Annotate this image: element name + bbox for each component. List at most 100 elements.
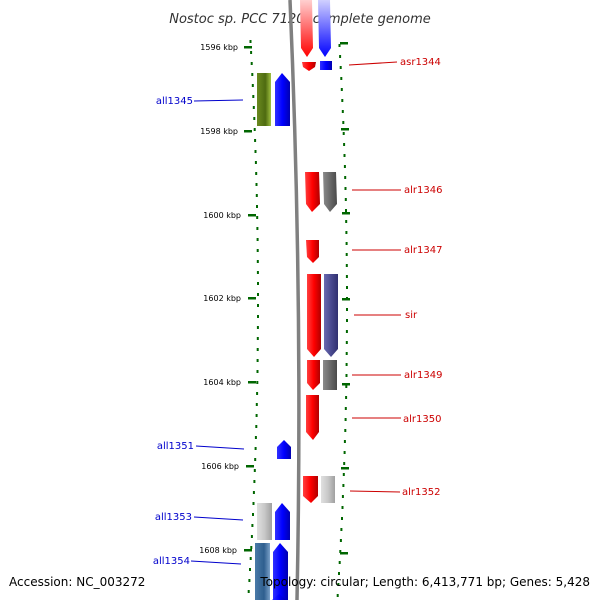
gene-homolog-block[interactable] — [257, 73, 271, 126]
scale-dot — [256, 381, 259, 384]
scale-dot — [339, 550, 342, 553]
scale-tick-mark — [341, 467, 349, 470]
scale-dot — [253, 469, 256, 472]
gene-arrow-alr1349[interactable] — [307, 360, 320, 390]
gene-arrow-all1353[interactable] — [275, 503, 290, 540]
scale-dot — [337, 583, 340, 586]
gene-label-all1351[interactable]: all1351 — [157, 441, 194, 452]
scale-dot — [256, 238, 259, 241]
genome-backbone — [288, 0, 301, 600]
gene-arrow-all1345[interactable] — [275, 73, 290, 126]
scale-dot — [252, 106, 255, 109]
scale-dot — [345, 385, 348, 388]
scale-dot — [247, 590, 250, 593]
scale-dot — [339, 539, 342, 542]
scale-dot — [345, 264, 348, 267]
scale-dot — [256, 227, 259, 230]
left-gene-labels: all1345 all1351 all1353 all1354 — [153, 96, 245, 567]
scale-dot — [256, 348, 259, 351]
scale-dot — [345, 220, 348, 223]
scale-dot — [344, 198, 347, 201]
scale-dot — [250, 51, 253, 54]
gene-arrow-sir[interactable] — [307, 274, 321, 357]
gene-homolog-block[interactable] — [255, 543, 270, 600]
gene-arrow-all1351[interactable] — [277, 440, 291, 459]
scale-dot — [343, 462, 346, 465]
left-scale-track — [247, 40, 259, 593]
genome-summary-text: Topology: circular; Length: 6,413,771 bp… — [259, 575, 590, 589]
gene-arrow[interactable] — [300, 0, 313, 57]
scale-dot — [254, 447, 257, 450]
gene-arrow-alr1347[interactable] — [306, 240, 319, 263]
scale-dot — [256, 370, 259, 373]
scale-dot — [249, 568, 251, 571]
scale-tick-mark — [244, 549, 252, 552]
gene-arrow-alr1346[interactable] — [305, 172, 320, 212]
scale-tick-mark — [342, 383, 350, 386]
scale-dot — [252, 513, 254, 516]
scale-dot — [249, 557, 252, 560]
gene-homolog-arrow[interactable] — [323, 172, 337, 212]
scale-dot — [254, 150, 257, 153]
scale-dot — [344, 176, 347, 179]
gene-homolog-arrow[interactable] — [324, 274, 338, 357]
gene-homolog-block[interactable] — [257, 503, 272, 540]
scale-tick-label: 1602 kbp — [203, 294, 241, 303]
scale-tick-mark — [246, 465, 254, 468]
scale-dot — [255, 403, 258, 406]
scale-dot — [252, 491, 255, 494]
scale-tick-mark — [342, 298, 350, 301]
scale-dot — [256, 326, 259, 329]
scale-dot — [345, 231, 348, 234]
scale-dot — [346, 308, 348, 311]
scale-dot — [253, 480, 256, 483]
label-leader-line — [190, 560, 242, 565]
scale-dot — [343, 451, 346, 454]
gene-arrow-alr1352[interactable] — [303, 476, 318, 503]
scale-tick-mark — [340, 552, 348, 555]
scale-dot — [343, 440, 346, 443]
gene-label-alr1346[interactable]: alr1346 — [404, 185, 442, 196]
gene-arrow[interactable] — [318, 0, 331, 57]
label-leader-line — [193, 99, 244, 102]
scale-dot — [254, 458, 257, 461]
gene-arrow[interactable] — [272, 594, 286, 600]
scale-dot — [339, 55, 342, 58]
scale-dot — [254, 436, 257, 439]
gene-label-all1353[interactable]: all1353 — [155, 512, 192, 523]
gene-label-sir[interactable]: sir — [405, 310, 418, 321]
gene-label-alr1349[interactable]: alr1349 — [404, 370, 442, 381]
scale-dot — [343, 165, 346, 168]
scale-dot — [249, 40, 252, 43]
scale-dot — [254, 161, 257, 164]
gene-homolog-block[interactable] — [320, 61, 332, 70]
scale-dot — [340, 528, 343, 531]
gene-label-all1345[interactable]: all1345 — [156, 96, 193, 107]
label-leader-line — [193, 516, 244, 521]
gene-arrow-all1354[interactable] — [273, 543, 288, 600]
label-leader-line — [349, 490, 401, 493]
scale-dot — [343, 143, 346, 146]
gene-homolog-block[interactable] — [321, 476, 335, 503]
scale-dot — [341, 517, 343, 520]
gene-label-all1354[interactable]: all1354 — [153, 556, 190, 567]
scale-dot — [336, 594, 339, 597]
scale-dot — [345, 242, 348, 245]
scale-dot — [250, 535, 253, 538]
forward-strand-genes — [300, 0, 338, 503]
gene-label-asr1344[interactable]: asr1344 — [400, 57, 441, 68]
scale-tick-label: 1600 kbp — [203, 211, 241, 220]
scale-dot — [256, 205, 258, 208]
gene-label-alr1347[interactable]: alr1347 — [404, 245, 442, 256]
right-gene-labels: asr1344 alr1346 alr1347 sir alr1349 alr1… — [348, 57, 442, 498]
gene-label-alr1350[interactable]: alr1350 — [403, 414, 441, 425]
gene-label-alr1352[interactable]: alr1352 — [402, 487, 440, 498]
scale-dot — [250, 546, 253, 549]
scale-dot — [344, 429, 347, 432]
scale-dot — [341, 99, 344, 102]
gene-homolog-block[interactable] — [323, 360, 337, 390]
gene-arrow-alr1350[interactable] — [306, 395, 319, 440]
scale-dot — [255, 194, 258, 197]
scale-dot — [345, 253, 348, 256]
gene-arrow-asr1344[interactable] — [302, 62, 316, 71]
